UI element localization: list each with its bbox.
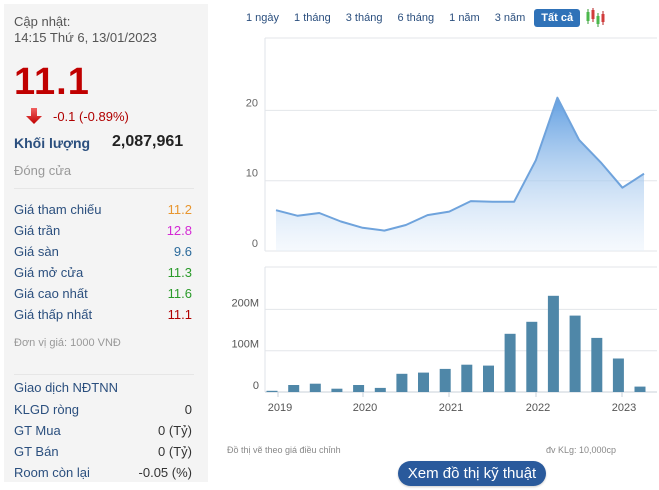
price-row-low: Giá thấp nhất 11.1 [14,304,192,325]
chart-canvas: 0 10 20 0 100M 200M 2019 2020 2021 2022 2023 [231,37,657,414]
price-label: Giá thấp nhất [14,307,93,322]
down-arrow-icon [26,108,42,124]
tab-3-months[interactable]: 3 tháng [345,12,383,24]
volume-label: Khối lượng [14,135,91,151]
foreign-value: 0 (Tỷ) [158,444,192,459]
price-value: 11.6 [167,286,192,301]
foreign-value: -0.05 (%) [138,465,192,480]
price-value: 9.6 [173,244,192,259]
svg-text:100M: 100M [231,339,259,351]
current-price: 11.1 [14,61,90,103]
divider [14,188,194,189]
svg-text:0: 0 [253,380,259,392]
foreign-value: 0 [184,402,192,417]
svg-text:2020: 2020 [353,402,377,414]
svg-text:200M: 200M [231,297,259,309]
market-status: Đóng cửa [14,163,72,178]
volume-bar-chart: 0 100M 200M 2019 2020 2021 2022 2023 [231,266,657,414]
foreign-row: Room còn lại -0.05 (%) [14,462,192,483]
divider [14,374,194,375]
price-row-ceiling: Giá trần 12.8 [14,220,192,241]
price-label: Giá mở cửa [14,265,84,280]
foreign-row: GT Mua 0 (Tỷ) [14,420,192,441]
svg-text:2021: 2021 [439,402,463,414]
tab-1-year[interactable]: 1 năm [449,12,480,24]
price-unit-note: Đơn vị giá: 1000 VNĐ [14,337,121,349]
price-area-chart: 0 10 20 [246,37,657,252]
foreign-row: GT Bán 0 (Tỷ) [14,441,192,462]
tab-6-months[interactable]: 6 tháng [397,12,435,24]
svg-text:0: 0 [252,238,258,250]
price-change: -0.1 (-0.89%) [53,108,129,124]
volume-value: 2,087,961 [112,133,184,150]
tab-3-years[interactable]: 3 năm [494,12,526,24]
price-row-open: Giá mở cửa 11.3 [14,262,192,283]
foreign-label: Room còn lại [14,465,90,480]
adjusted-price-note: Đồ thị vẽ theo giá điều chỉnh [227,445,341,455]
price-label: Giá sàn [14,244,59,259]
price-row-high: Giá cao nhất 11.6 [14,283,192,304]
technical-chart-button[interactable]: Xem đồ thị kỹ thuật [398,461,546,486]
tab-1-day[interactable]: 1 ngày [246,12,280,24]
stock-summary-panel [4,4,208,482]
price-value: 11.2 [167,202,192,217]
foreign-value: 0 (Tỷ) [158,423,192,438]
price-value: 12.8 [166,223,192,238]
svg-text:2022: 2022 [526,402,550,414]
foreign-label: GT Bán [14,444,59,459]
price-value: 11.1 [167,307,192,322]
update-time: 14:15 Thứ 6, 13/01/2023 [14,30,157,45]
volume-unit-note: đv KLg: 10,000cp [546,445,617,455]
svg-text:10: 10 [246,168,258,180]
foreign-trading-title: Giao dịch NĐTNN [14,380,119,395]
foreign-label: GT Mua [14,423,61,438]
foreign-row: KLGD ròng 0 [14,399,192,420]
price-label: Giá trần [14,223,61,238]
price-value: 11.3 [167,265,192,280]
price-change-row: -0.1 (-0.89%) [26,108,129,124]
update-label: Cập nhật: [14,14,71,29]
tab-all[interactable]: Tất cả [534,9,581,27]
tab-1-month[interactable]: 1 tháng [294,12,331,24]
candlestick-icon[interactable] [585,8,607,28]
price-row-reference: Giá tham chiếu 11.2 [14,199,192,220]
price-label: Giá cao nhất [14,286,88,301]
svg-text:20: 20 [246,97,258,109]
price-row-floor: Giá sàn 9.6 [14,241,192,262]
svg-text:2023: 2023 [612,402,636,414]
foreign-label: KLGD ròng [14,402,80,417]
svg-text:2019: 2019 [268,402,292,414]
timeframe-tabs: 1 ngày 1 tháng 3 tháng 6 tháng 1 năm 3 n… [240,8,607,28]
price-label: Giá tham chiếu [14,202,102,217]
